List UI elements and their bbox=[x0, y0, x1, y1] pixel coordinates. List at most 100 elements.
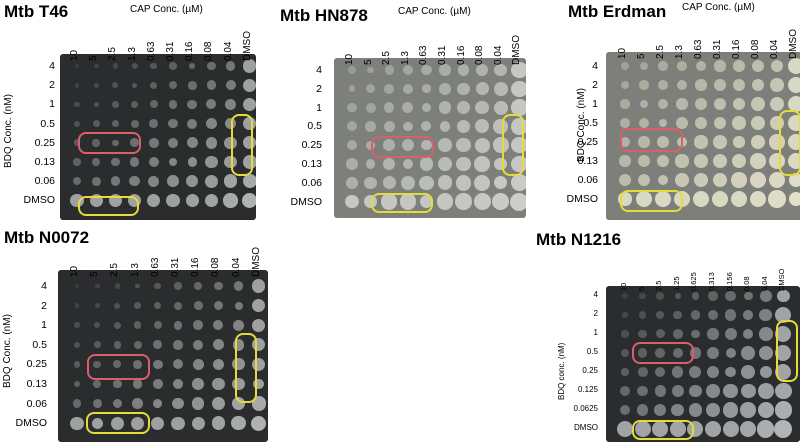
colony-spot bbox=[168, 81, 178, 90]
colony-spot bbox=[75, 284, 79, 288]
colony-spot bbox=[92, 120, 100, 127]
colony-spot bbox=[364, 176, 377, 190]
colony-spot bbox=[73, 139, 81, 147]
colony-spot bbox=[511, 80, 526, 98]
colony-spot bbox=[173, 320, 183, 330]
row-header: 4 bbox=[593, 290, 598, 299]
colony-spot bbox=[224, 136, 237, 149]
colony-spot bbox=[153, 399, 163, 408]
colony-spot bbox=[251, 415, 267, 431]
row-header: 0.13 bbox=[577, 155, 598, 167]
colony-spot bbox=[691, 329, 700, 339]
panel-title-n1216: Mtb N1216 bbox=[536, 230, 622, 249]
colony-spot bbox=[493, 100, 508, 115]
colony-spot bbox=[346, 139, 358, 151]
colony-spot bbox=[150, 62, 158, 70]
row-header: 0.5 bbox=[307, 120, 322, 133]
colony-spot bbox=[93, 82, 99, 88]
y-axis-label-n0072: BDQ Conc. (nM) bbox=[2, 314, 13, 388]
colony-spot bbox=[655, 348, 666, 358]
colony-spot bbox=[74, 303, 80, 308]
col-header: 0.08 bbox=[210, 257, 222, 277]
colony-spot bbox=[134, 302, 141, 309]
colony-spot bbox=[638, 311, 647, 319]
col-header: 5 bbox=[89, 271, 101, 277]
colony-spot bbox=[473, 193, 491, 210]
colony-spot bbox=[205, 137, 218, 149]
panel-title-t46: Mtb T46 bbox=[4, 2, 69, 21]
col-header: 2.5 bbox=[654, 280, 664, 291]
colony-spot bbox=[130, 100, 139, 109]
colony-spot bbox=[619, 136, 631, 148]
colony-spot bbox=[494, 63, 508, 77]
colony-spot bbox=[694, 154, 708, 168]
colony-spot bbox=[419, 157, 434, 171]
yellow-highlight-box bbox=[78, 196, 139, 216]
colony-spot bbox=[192, 378, 204, 390]
colony-spot bbox=[154, 282, 162, 290]
colony-spot bbox=[347, 102, 357, 113]
colony-spot bbox=[714, 60, 726, 72]
colony-spot bbox=[436, 193, 454, 210]
colony-spot bbox=[622, 312, 628, 318]
colony-spot bbox=[690, 310, 701, 320]
colony-spot bbox=[73, 341, 81, 348]
colony-spot bbox=[72, 399, 82, 408]
colony-spot bbox=[92, 139, 100, 147]
colony-spot bbox=[232, 339, 245, 351]
y-axis-label-n1216: BDQ conc. (nM) bbox=[557, 342, 566, 400]
colony-spot bbox=[73, 120, 81, 127]
colony-spot bbox=[185, 193, 199, 208]
colony-spot bbox=[211, 416, 226, 430]
colony-spot bbox=[400, 175, 415, 190]
col-header: 5 bbox=[636, 53, 647, 59]
colony-spot bbox=[73, 380, 80, 387]
row-header: 2 bbox=[41, 299, 47, 312]
colony-spot bbox=[493, 118, 509, 134]
colony-spot bbox=[774, 420, 793, 438]
colony-spot bbox=[94, 283, 100, 289]
row-header: 0.25 bbox=[301, 139, 322, 152]
colony-spot bbox=[212, 358, 225, 371]
col-header: 0.04 bbox=[769, 39, 780, 59]
colony-spot bbox=[110, 416, 125, 430]
red-highlight-box bbox=[371, 136, 434, 158]
colony-spot bbox=[621, 368, 629, 376]
row-header: 1 bbox=[316, 101, 322, 114]
colony-spot bbox=[475, 82, 489, 96]
colony-spot bbox=[732, 116, 746, 130]
colony-spot bbox=[439, 121, 451, 132]
col-header: 0.16 bbox=[190, 257, 202, 277]
colony-spot bbox=[658, 118, 668, 128]
colony-spot bbox=[173, 340, 183, 350]
colony-spot bbox=[347, 121, 357, 132]
colony-spot bbox=[621, 330, 629, 338]
row-header: 0.5 bbox=[586, 347, 598, 356]
colony-spot bbox=[713, 135, 727, 149]
col-header: 0.63 bbox=[149, 257, 161, 277]
colony-spot bbox=[382, 176, 396, 190]
colony-spot bbox=[383, 139, 396, 152]
colony-spot bbox=[456, 138, 471, 153]
colony-spot bbox=[759, 308, 773, 322]
colony-spot bbox=[676, 117, 688, 129]
row-header: 0.5 bbox=[583, 117, 598, 129]
colony-spot bbox=[743, 291, 753, 301]
colony-spot bbox=[455, 193, 472, 210]
colony-spot bbox=[152, 378, 163, 390]
colony-spot bbox=[382, 157, 396, 171]
colony-spot bbox=[654, 190, 672, 208]
colony-spot bbox=[730, 190, 748, 208]
yellow-highlight-box bbox=[502, 114, 524, 176]
colony-spot bbox=[672, 366, 684, 378]
colony-spot bbox=[751, 59, 765, 73]
row-header: 0.13 bbox=[301, 158, 322, 170]
colony-spot bbox=[234, 301, 243, 310]
colony-spot bbox=[770, 59, 784, 73]
colony-spot bbox=[694, 116, 708, 130]
colony-spot bbox=[759, 366, 772, 378]
col-header: 5 bbox=[636, 286, 646, 291]
colony-spot bbox=[225, 80, 236, 91]
col-header: DMSO bbox=[511, 35, 523, 65]
colony-spot bbox=[733, 60, 745, 72]
